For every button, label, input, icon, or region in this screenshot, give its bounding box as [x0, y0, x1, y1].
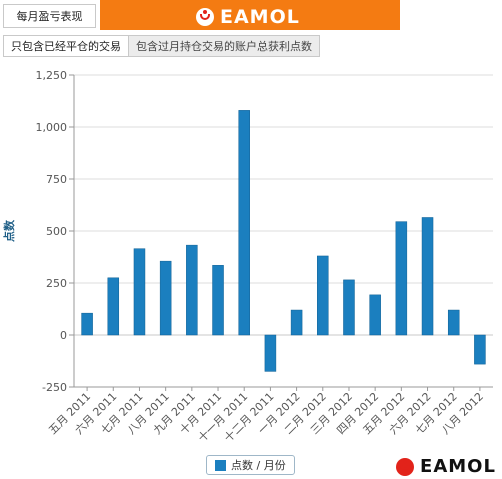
bar[interactable]: [186, 244, 198, 336]
tab-bar: 只包含已经平仓的交易 包含过月持仓交易的账户总获利点数: [3, 35, 320, 57]
brand-banner: EAMOL: [100, 0, 400, 30]
footer-logo-text: EAMOL: [420, 456, 496, 477]
page-title-tab[interactable]: 每月盈亏表现: [3, 4, 96, 28]
bar[interactable]: [369, 294, 381, 336]
legend-swatch: [215, 459, 226, 471]
axes: [69, 74, 493, 391]
bar[interactable]: [107, 277, 120, 336]
bar[interactable]: [317, 255, 329, 336]
bar[interactable]: [238, 110, 250, 336]
y-tick-label: 250: [46, 277, 67, 290]
bar[interactable]: [133, 248, 146, 336]
y-tick-label: -250: [42, 381, 67, 394]
y-tick-label: 750: [46, 173, 67, 186]
chart-legend[interactable]: 点数 / 月份: [206, 455, 295, 475]
tab-open-trades[interactable]: 包含过月持仓交易的账户总获利点数: [129, 35, 320, 57]
y-tick-label: 0: [60, 329, 67, 342]
y-tick-label: 1,250: [36, 69, 68, 82]
bars: [81, 110, 486, 372]
bar[interactable]: [395, 221, 408, 336]
bar[interactable]: [421, 217, 434, 336]
brand-logo: EAMOL: [196, 6, 300, 28]
bar[interactable]: [474, 334, 486, 365]
bar[interactable]: [447, 309, 460, 336]
bar[interactable]: [212, 265, 224, 336]
brand-logo-text: EAMOL: [220, 6, 300, 28]
y-axis-label: 点数: [2, 219, 16, 242]
y-tick-label: 500: [46, 225, 67, 238]
tab-closed-trades[interactable]: 只包含已经平仓的交易: [3, 35, 129, 57]
legend-label: 点数 / 月份: [231, 459, 286, 472]
tab-open-trades-label: 包含过月持仓交易的账户总获利点数: [136, 40, 312, 53]
y-tick-labels: -250 0 250 500 750 1,000 1,250: [36, 69, 68, 394]
bar[interactable]: [159, 260, 172, 336]
brand-logo-icon: [196, 8, 214, 26]
footer-logo-icon: [396, 457, 415, 476]
bar[interactable]: [343, 279, 355, 336]
footer-logo: EAMOL: [392, 454, 500, 479]
page-title: 每月盈亏表现: [16, 10, 83, 23]
bar[interactable]: [264, 334, 277, 372]
y-tick-label: 1,000: [36, 121, 68, 134]
bar[interactable]: [81, 312, 93, 336]
bar[interactable]: [290, 309, 303, 336]
tab-closed-trades-label: 只包含已经平仓的交易: [11, 40, 121, 53]
